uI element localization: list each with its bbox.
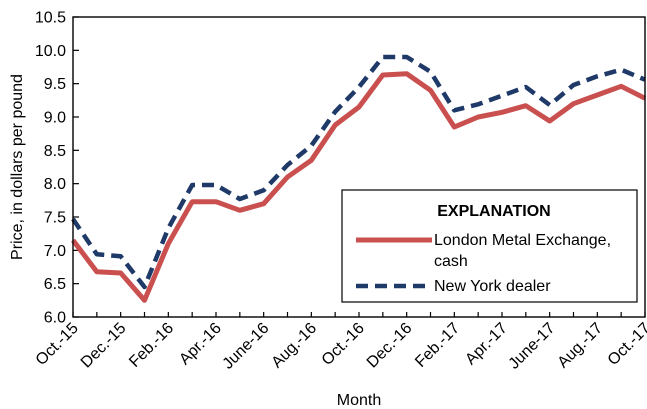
y-tick-label: 7.5 xyxy=(44,210,66,227)
legend: EXPLANATION London Metal Exchange, cash Ne… xyxy=(341,189,638,303)
y-axis-title: Price, in dollars per pound xyxy=(9,74,26,260)
x-tick-label: Apr.-17 xyxy=(462,320,511,369)
x-tick-label: Feb.-16 xyxy=(126,320,177,371)
x-tick-label: Dec.-15 xyxy=(78,320,130,372)
series-line-1 xyxy=(71,71,647,303)
y-tick-label: 8.5 xyxy=(44,143,66,160)
plot-area-frame xyxy=(72,16,646,318)
x-tick-label: Oct.-17 xyxy=(605,320,647,369)
y-tick-label: 8.0 xyxy=(44,176,66,193)
legend-label-2: New York dealer xyxy=(434,278,551,295)
x-axis-title: Month xyxy=(337,392,381,409)
x-tick-label: Aug.-16 xyxy=(269,320,321,372)
legend-box xyxy=(341,189,638,303)
legend-label-1: London Metal Exchange, xyxy=(434,232,611,249)
y-tick-label: 10.5 xyxy=(35,10,66,27)
x-tick-label: Oct.-15 xyxy=(33,320,82,369)
x-tick-label: Apr.-16 xyxy=(176,320,225,369)
legend-items: London Metal Exchange, cash New York deale… xyxy=(356,232,611,295)
x-tick-label: Aug.-17 xyxy=(555,320,607,372)
legend-label-1: cash xyxy=(434,253,468,270)
y-tick-label: 9.0 xyxy=(44,110,66,127)
x-tick-label: Dec.-16 xyxy=(364,320,416,372)
y-tick-label: 6.5 xyxy=(44,276,66,293)
y-tick-label: 7.0 xyxy=(44,243,66,260)
x-tick-label: Oct.-16 xyxy=(319,320,368,369)
series-layer xyxy=(71,54,647,303)
y-tick-label: 9.5 xyxy=(44,76,66,93)
legend-title: EXPLANATION xyxy=(437,203,550,220)
x-tick-label: Feb.-17 xyxy=(412,320,463,371)
x-tick-label: June-17 xyxy=(506,320,559,373)
y-tick-label: 10.0 xyxy=(35,43,66,60)
y-axis: 6.0 6.5 7.0 7.5 8.0 8.5 9.0 9.5 10.0 10.5 xyxy=(35,10,79,327)
y-tick-label: 6.0 xyxy=(44,310,66,327)
x-tick-label: June-16 xyxy=(220,320,273,373)
